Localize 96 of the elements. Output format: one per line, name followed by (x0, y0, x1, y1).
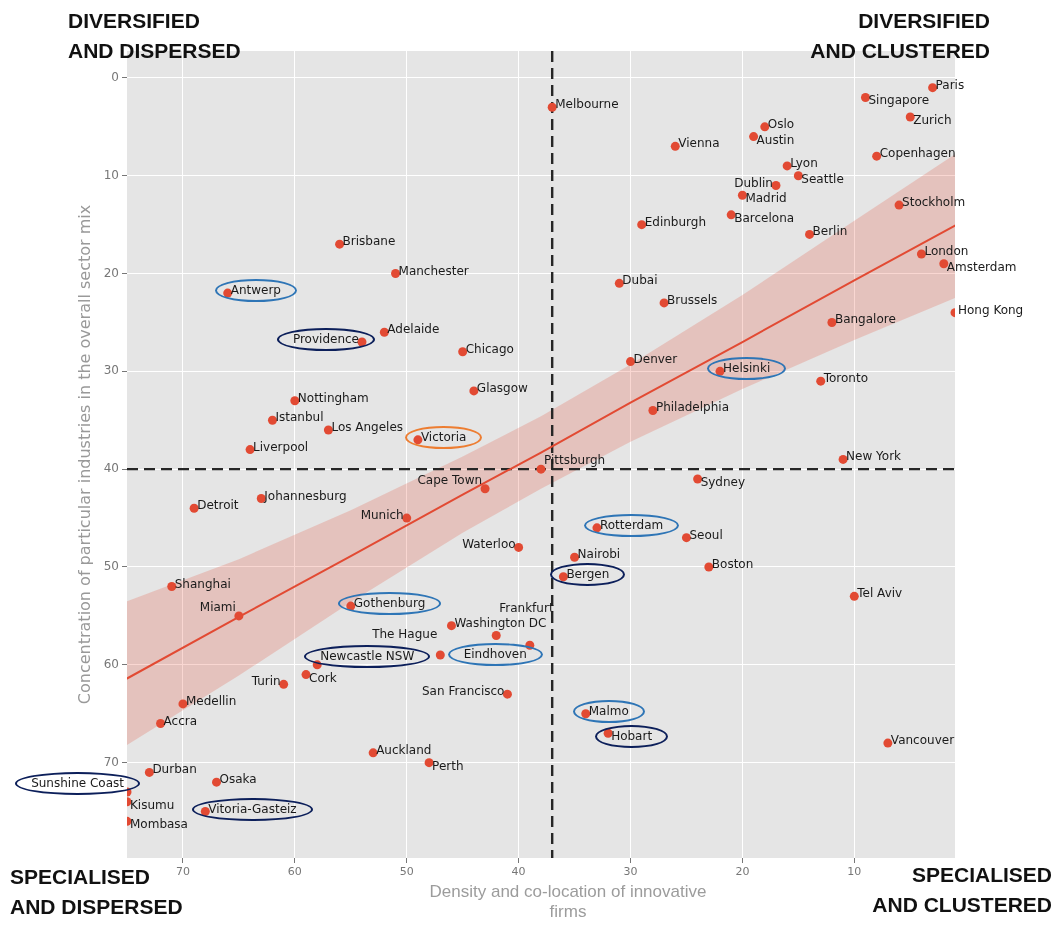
annotation: Nottingham (297, 390, 369, 405)
annotation: Istanbul (275, 410, 324, 425)
annotation: Accra (163, 713, 198, 728)
annotation: Durban (152, 762, 197, 777)
annotation: Bangalore (834, 312, 896, 327)
annotation: Hong Kong (958, 302, 1024, 317)
annotation: Sydney (700, 474, 746, 489)
annotation: Dublin (734, 175, 773, 190)
annotation: DIVERSIFIED AND CLUSTERED (810, 8, 990, 64)
annotation: Gothenburg (353, 596, 426, 611)
annotation: Johannesburg (263, 488, 347, 503)
annotation: Madrid (745, 191, 787, 206)
annotation: Eindhoven (463, 647, 527, 662)
annotation: San Francisco (422, 684, 505, 699)
annotation: Adelaide (387, 322, 440, 337)
annotation: Nairobi (577, 547, 621, 562)
annotation: Sunshine Coast (31, 775, 125, 790)
annotation: Stockholm (902, 195, 966, 210)
annotation: Boston (711, 556, 754, 571)
annotation: Perth (432, 758, 464, 773)
y-axis-title: Concentration of particular industries in the overall sector mix (74, 204, 94, 705)
annotation: Osaka (219, 772, 257, 787)
annotation: Lyon (790, 155, 818, 170)
annotation: Kisumu (130, 797, 175, 812)
annotation: Providence (292, 332, 359, 347)
annotation: Denver (633, 351, 678, 366)
annotation: Turin (250, 674, 281, 689)
annotation: Berlin (812, 224, 848, 239)
annotation: Philadelphia (655, 400, 729, 415)
annotation: Edinburgh (644, 214, 707, 229)
annotation: Victoria (420, 429, 467, 444)
annotation: Tel Aviv (856, 586, 903, 601)
annotation: Los Angeles (331, 420, 404, 435)
x-tick-label: 10 (847, 865, 862, 879)
annotation: Cork (309, 670, 337, 685)
annotation: Chicago (465, 341, 514, 356)
annotation: Miami (199, 599, 236, 614)
annotation: Hobart (611, 729, 653, 744)
annotation: Brussels (667, 292, 718, 307)
annotation: Rotterdam (599, 517, 664, 532)
y-tick-label: 60 (103, 656, 119, 671)
y-tick-label: 0 (111, 70, 119, 85)
annotation: Austin (756, 132, 795, 147)
annotation: Bergen (566, 566, 610, 581)
annotation: Brisbane (342, 234, 396, 249)
annotation: Toronto (822, 371, 869, 386)
annotation: Seattle (801, 171, 844, 186)
annotation: Detroit (197, 498, 239, 513)
annotation: Seoul (689, 527, 723, 542)
y-tick-label: 10 (103, 167, 119, 182)
annotation: New York (846, 449, 902, 464)
annotation: Vitoria-Gasteiz (208, 801, 297, 816)
annotation: Melbourne (555, 97, 619, 112)
annotation: Copenhagen (879, 146, 956, 161)
x-tick-label: 30 (623, 865, 638, 879)
annotation: Amsterdam (946, 259, 1017, 274)
annotation: Waterloo (462, 537, 516, 552)
x-tick-label: 20 (735, 865, 750, 879)
y-tick-label: 70 (103, 754, 119, 769)
annotation: Barcelona (734, 210, 795, 225)
y-tick-label: 50 (103, 559, 119, 574)
annotation: Munich (360, 508, 404, 523)
annotation: London (924, 243, 969, 258)
annotation: Medellin (185, 693, 237, 708)
annotation: DIVERSIFIED AND DISPERSED (68, 8, 241, 64)
annotation: Paris (935, 77, 965, 92)
annotation: Shanghai (174, 576, 231, 591)
annotation: Dubai (622, 273, 658, 288)
y-tick-label: 20 (103, 265, 119, 280)
annotation: Manchester (398, 263, 469, 278)
y-tick-label: 40 (103, 461, 119, 476)
annotation: Washington DC (454, 615, 547, 630)
y-tick-label: 30 (103, 363, 119, 378)
annotation: Helsinki (723, 361, 771, 376)
annotation: Oslo (767, 116, 795, 131)
annotation: Vancouver (890, 733, 955, 748)
annotation: Mombasa (130, 817, 188, 832)
annotation: Zurich (913, 113, 952, 128)
x-axis-title: Density and co-location of innovative firms (428, 882, 708, 922)
annotation: Glasgow (476, 380, 529, 395)
x-tick-label: 70 (175, 865, 190, 879)
annotation: Pittsburgh (544, 453, 606, 468)
annotation: The Hague (371, 627, 438, 642)
x-tick-label: 50 (399, 865, 414, 879)
annotation: Newcastle NSW (320, 648, 415, 663)
annotation: Malmo (588, 703, 629, 718)
x-tick-label: 40 (511, 865, 526, 879)
annotation: Liverpool (253, 439, 309, 454)
annotation: Cape Town (417, 472, 483, 487)
annotation: Frankfurt (499, 601, 554, 616)
annotation: Auckland (376, 742, 432, 757)
annotation: Antwerp (230, 283, 281, 298)
x-tick-label: 60 (287, 865, 302, 879)
text: SPECIALISED AND CLUSTERED (872, 862, 1052, 918)
annotation: Singapore (868, 93, 930, 108)
annotation: Vienna (678, 136, 720, 151)
